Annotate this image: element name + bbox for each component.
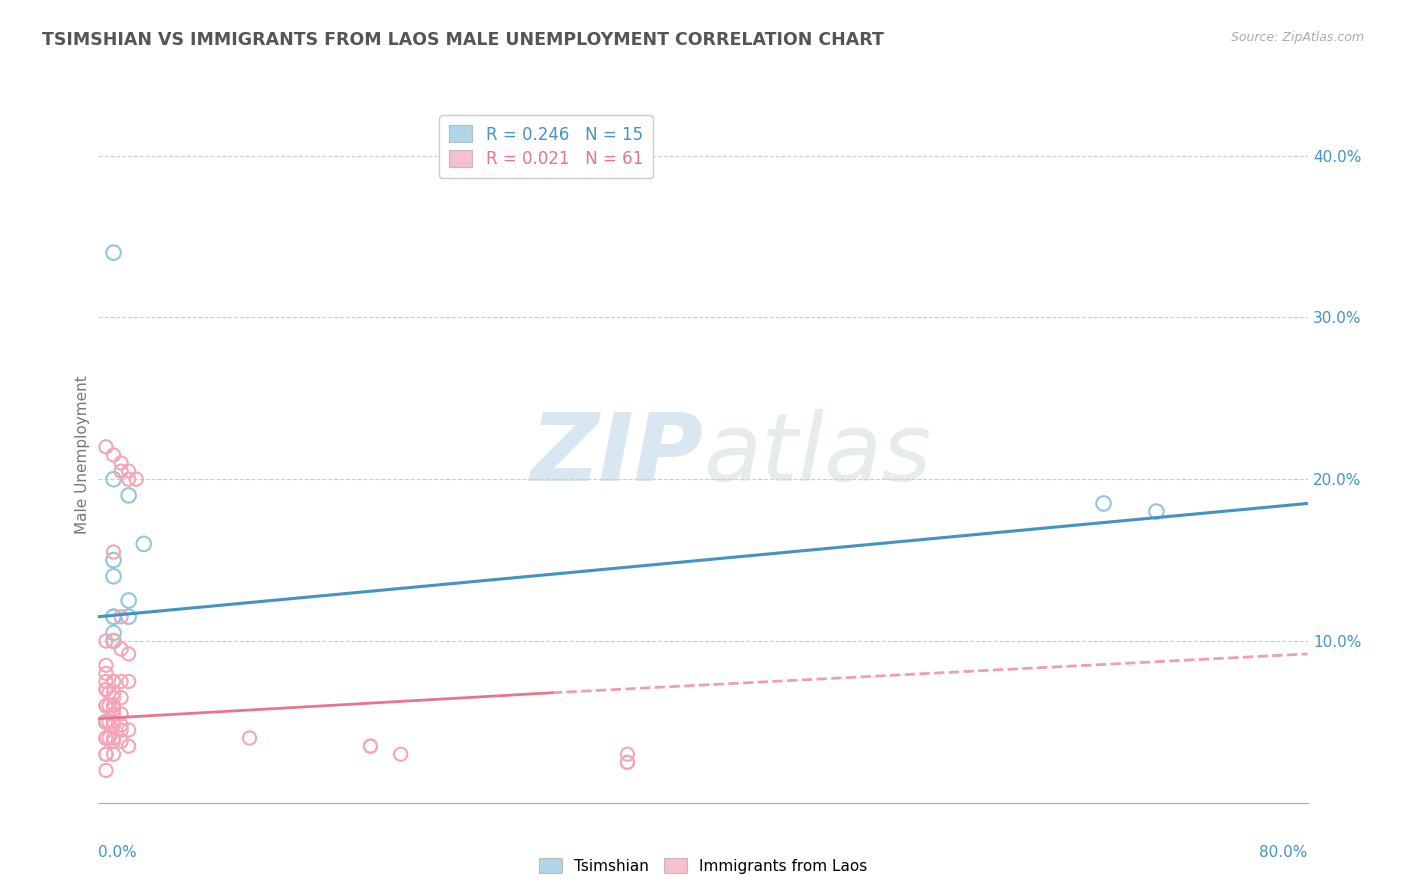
Y-axis label: Male Unemployment: Male Unemployment <box>75 376 90 534</box>
Text: 0.0%: 0.0% <box>98 845 138 860</box>
Point <box>94 658 117 673</box>
Point <box>110 674 132 689</box>
Point <box>110 706 132 721</box>
Point <box>110 734 132 748</box>
Point <box>118 609 141 624</box>
Point <box>98 731 121 745</box>
Point <box>103 698 125 713</box>
Point <box>239 731 262 745</box>
Point <box>94 440 117 454</box>
Point <box>110 464 132 478</box>
Point <box>103 674 125 689</box>
Point <box>94 682 117 697</box>
Point <box>103 609 125 624</box>
Point <box>103 731 125 745</box>
Point <box>103 634 125 648</box>
Legend: Tsimshian, Immigrants from Laos: Tsimshian, Immigrants from Laos <box>533 852 873 880</box>
Point <box>118 674 141 689</box>
Point <box>94 764 117 778</box>
Point <box>389 747 412 762</box>
Point <box>103 718 125 732</box>
Point <box>103 569 125 583</box>
Point <box>125 472 148 486</box>
Point <box>1092 496 1115 510</box>
Point <box>94 747 117 762</box>
Point <box>94 682 117 697</box>
Point <box>103 634 125 648</box>
Point <box>616 747 638 762</box>
Point <box>94 731 117 745</box>
Text: ZIP: ZIP <box>530 409 703 501</box>
Point <box>103 686 125 700</box>
Point <box>103 690 125 705</box>
Point <box>94 714 117 729</box>
Point <box>103 472 125 486</box>
Point <box>616 756 638 770</box>
Legend: R = 0.246   N = 15, R = 0.021   N = 61: R = 0.246 N = 15, R = 0.021 N = 61 <box>439 115 652 178</box>
Point <box>360 739 382 754</box>
Point <box>94 698 117 713</box>
Point <box>110 456 132 470</box>
Point <box>118 739 141 754</box>
Point <box>103 734 125 748</box>
Point <box>103 674 125 689</box>
Point <box>103 553 125 567</box>
Point <box>118 723 141 737</box>
Point <box>103 245 125 260</box>
Point <box>94 674 117 689</box>
Point <box>110 718 132 732</box>
Point <box>98 698 121 713</box>
Point <box>94 731 117 745</box>
Point <box>103 545 125 559</box>
Text: Source: ZipAtlas.com: Source: ZipAtlas.com <box>1230 31 1364 45</box>
Point <box>616 756 638 770</box>
Point <box>98 714 121 729</box>
Point <box>103 747 125 762</box>
Text: TSIMSHIAN VS IMMIGRANTS FROM LAOS MALE UNEMPLOYMENT CORRELATION CHART: TSIMSHIAN VS IMMIGRANTS FROM LAOS MALE U… <box>42 31 884 49</box>
Point <box>103 714 125 729</box>
Point <box>98 686 121 700</box>
Point <box>94 698 117 713</box>
Point <box>118 488 141 502</box>
Point <box>103 706 125 721</box>
Point <box>110 690 132 705</box>
Point <box>94 747 117 762</box>
Point <box>360 739 382 754</box>
Point <box>103 626 125 640</box>
Point <box>103 609 125 624</box>
Point <box>94 714 117 729</box>
Point <box>132 537 155 551</box>
Point <box>118 464 141 478</box>
Point <box>94 731 117 745</box>
Point <box>110 723 132 737</box>
Point <box>94 714 117 729</box>
Point <box>118 472 141 486</box>
Text: atlas: atlas <box>703 409 931 500</box>
Point <box>110 609 132 624</box>
Point <box>94 634 117 648</box>
Point <box>118 593 141 607</box>
Text: 80.0%: 80.0% <box>1260 845 1308 860</box>
Point <box>1144 504 1167 518</box>
Point <box>118 647 141 661</box>
Point <box>94 714 117 729</box>
Point <box>103 702 125 716</box>
Point <box>103 448 125 462</box>
Point <box>110 642 132 657</box>
Point <box>94 666 117 681</box>
